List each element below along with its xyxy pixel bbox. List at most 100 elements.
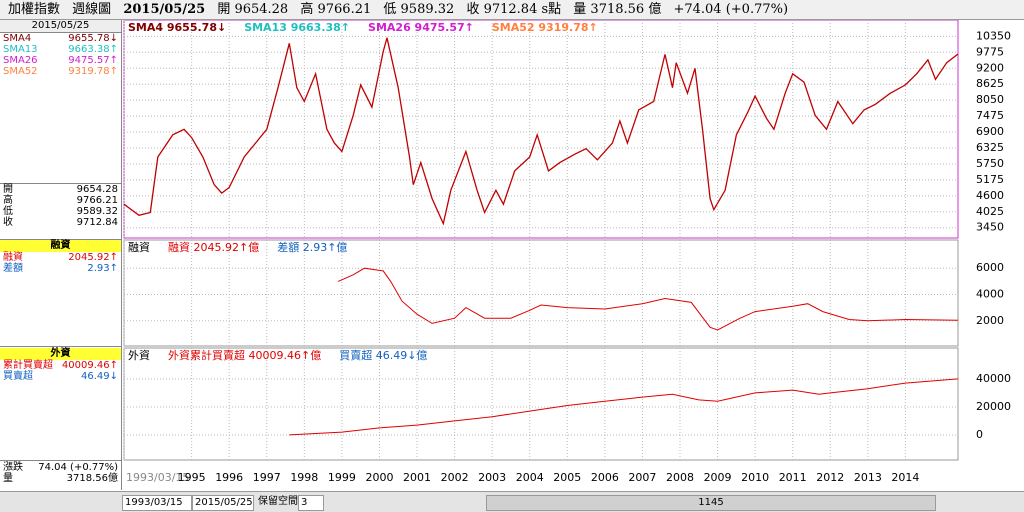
legend-text: 差額 2.93↑億 [277,240,347,254]
info-row: 開 9654.28 [0,184,121,195]
section-title: 融資 [0,240,121,252]
legend-text: 買賣超 46.49↓億 [339,348,427,362]
volume: 量 3718.56 億 [573,2,662,17]
info-name: SMA4 [3,33,32,44]
data-line [337,267,959,331]
info-value: 9475.57↑ [68,55,118,66]
info-name: 累計買賣超 [3,360,53,371]
info-name: 開 [3,184,13,195]
x-tick-label: 2010 [741,471,769,484]
info-name: 買賣超 [3,371,33,382]
info-name: SMA52 [3,66,38,77]
info-value: 9663.38↑ [68,44,118,55]
x-tick-label: 1996 [215,471,243,484]
sma-box: SMA4 9655.78↓ SMA13 9663.38↑ SMA26 9475.57↑ SM… [0,33,121,184]
y-tick-label: 10350 [976,29,1011,42]
info-row: 累計買賣超 40009.46↑ [0,360,121,371]
info-row: 差額 2.93↑ [0,263,121,274]
date: 2015/05/25 [0,20,121,33]
x-tick-label: 2008 [666,471,694,484]
end-date[interactable]: 2015/05/25 [192,495,254,511]
info-row: 低 9589.32 [0,206,121,217]
y-tick-label: 20000 [976,400,1011,413]
info-row: 買賣超 46.49↓ [0,371,121,382]
change-box: 漲跌 74.04 (+0.77%) 量 3718.56億 [0,462,121,490]
x-tick-label: 2006 [591,471,619,484]
info-value: 3718.56億 [66,473,118,484]
info-row: SMA26 9475.57↑ [0,55,121,66]
x-tick-label: 2004 [516,471,544,484]
section-title: 外資 [0,348,121,360]
x-tick-label: 2000 [365,471,393,484]
y-tick-label: 6000 [976,261,1004,274]
y-tick-label: 8625 [976,77,1004,90]
scroll-thumb[interactable]: 1145 [486,495,936,511]
legend-text: SMA52 9319.78↑ [492,21,598,34]
legend-text: SMA13 9663.38↑ [244,21,350,34]
info-row: 量 3718.56億 [0,473,121,484]
y-tick-label: 7475 [976,109,1004,122]
info-panel: 2015/05/25 SMA4 9655.78↓ SMA13 9663.38↑ SMA2… [0,20,122,490]
y-tick-label: 3450 [976,221,1004,234]
info-row: 融資 2045.92↑ [0,252,121,263]
y-tick-label: 8050 [976,93,1004,106]
info-row: SMA52 9319.78↑ [0,66,121,77]
x-tick-label: 1997 [253,471,281,484]
x-tick-label: 2001 [403,471,431,484]
start-date[interactable]: 1993/03/15 [122,495,192,511]
panel-frame [123,347,959,461]
info-value: 40009.46↑ [61,360,118,371]
date: 2015/05/25 [123,2,206,17]
x-tick-label: 2007 [628,471,656,484]
y-tick-label: 6325 [976,141,1004,154]
x-tick-label: 2005 [553,471,581,484]
info-name: 收 [3,217,13,228]
info-row: 漲跌 74.04 (+0.77%) [0,462,121,473]
y-tick-label: 4600 [976,189,1004,202]
x-tick-label: 1995 [178,471,206,484]
y-tick-label: 9200 [976,61,1004,74]
y-tick-label: 9775 [976,45,1004,58]
legend-text: 外資 [128,349,150,362]
x-tick-label: 2012 [816,471,844,484]
info-value: 9654.28 [76,184,118,195]
legend-text: 融資 2045.92↑億 [168,241,259,254]
x-tick-label: 2011 [779,471,807,484]
info-name: 融資 [3,252,23,263]
reserve-label: 保留空間 [258,496,298,507]
period: 週線圖 [72,2,112,17]
data-line [289,378,959,436]
x-tick-label: 2003 [478,471,506,484]
info-value: 2045.92↑ [68,252,118,263]
legend-text: 融資 [128,241,150,254]
y-tick-label: 0 [976,428,983,441]
info-row: 收 9712.84 [0,217,121,228]
x-tick-label: 2002 [441,471,469,484]
y-tick-label: 40000 [976,372,1011,385]
header: 加權指數 週線圖 2015/05/25 開 9654.28 高 9766.21 … [0,0,1024,20]
info-value: 9589.32 [76,206,118,217]
x-tick-label: 1998 [290,471,318,484]
legend-text: SMA26 9475.57↑ [368,21,474,34]
info-value: 46.49↓ [80,371,118,382]
scrollbar: 1993/03/15 2015/05/25 保留空間 3 1145 [0,491,1024,512]
chart: 3450 4025 4600 5175 5750 6325 6900 7475 8050 8625… [123,20,1011,484]
legend-text: 外資累計買賣超 40009.46↑億 [168,348,321,362]
info-name: SMA13 [3,44,38,55]
reserve-input[interactable]: 3 [298,495,324,511]
y-tick-label: 6900 [976,125,1004,138]
change: +74.04 (+0.77%) [673,2,789,17]
info-value: 2.93↑ [87,263,118,274]
index: 加權指數 [8,2,61,17]
info-name: SMA26 [3,55,38,66]
panel-frame [123,20,959,239]
x-tick-label: 2014 [891,471,919,484]
y-tick-label: 4000 [976,288,1004,301]
x-tick-label: 2013 [854,471,882,484]
low: 低 9589.32 [383,2,455,17]
info-value: 9766.21 [76,195,118,206]
close: 收 9712.84 s點 [466,2,562,17]
high: 高 9766.21 [300,2,372,17]
y-tick-label: 2000 [976,314,1004,327]
